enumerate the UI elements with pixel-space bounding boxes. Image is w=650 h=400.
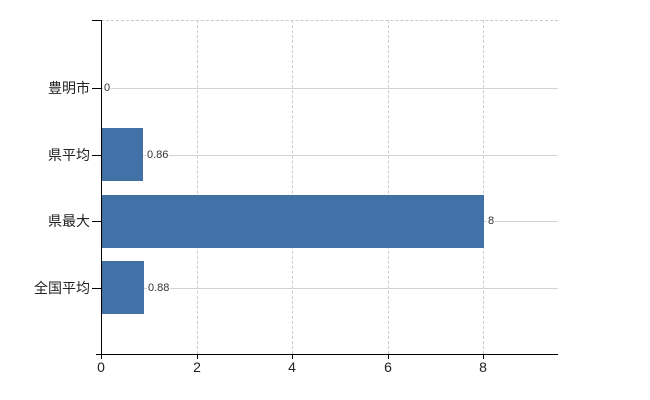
vertical-gridline xyxy=(483,20,484,354)
bar-県平均 xyxy=(102,128,143,181)
x-tick-label: 6 xyxy=(384,359,392,375)
bar-県最大 xyxy=(102,195,484,248)
x-axis-tick xyxy=(483,354,484,359)
horizontal-gridline xyxy=(101,288,558,289)
category-label: 県平均 xyxy=(48,147,90,163)
value-label: 0 xyxy=(103,82,112,95)
horizontal-gridline xyxy=(101,88,558,89)
y-axis-tick xyxy=(92,20,101,21)
x-axis-tick xyxy=(292,354,293,359)
plot-top-border xyxy=(101,20,558,21)
y-axis-line xyxy=(101,20,102,354)
x-tick-label: 2 xyxy=(193,359,201,375)
value-label: 8 xyxy=(487,215,496,228)
x-tick-label: 8 xyxy=(479,359,487,375)
y-axis-tick xyxy=(92,155,101,156)
vertical-gridline xyxy=(197,20,198,354)
value-label: 0.86 xyxy=(146,149,170,162)
value-label: 0.88 xyxy=(147,282,171,295)
x-axis-line xyxy=(96,354,558,355)
x-axis-tick xyxy=(101,354,102,359)
category-label: 全国平均 xyxy=(34,280,90,296)
category-label: 県最大 xyxy=(48,213,90,229)
y-axis-tick xyxy=(92,221,101,222)
x-tick-label: 4 xyxy=(288,359,296,375)
category-label: 豊明市 xyxy=(48,80,90,96)
x-tick-label: 0 xyxy=(97,359,105,375)
y-axis-tick xyxy=(92,288,101,289)
horizontal-gridline xyxy=(101,155,558,156)
x-axis-tick xyxy=(388,354,389,359)
y-axis-tick xyxy=(92,88,101,89)
vertical-gridline xyxy=(292,20,293,354)
bar-全国平均 xyxy=(102,261,144,314)
vertical-gridline xyxy=(388,20,389,354)
x-axis-tick xyxy=(197,354,198,359)
